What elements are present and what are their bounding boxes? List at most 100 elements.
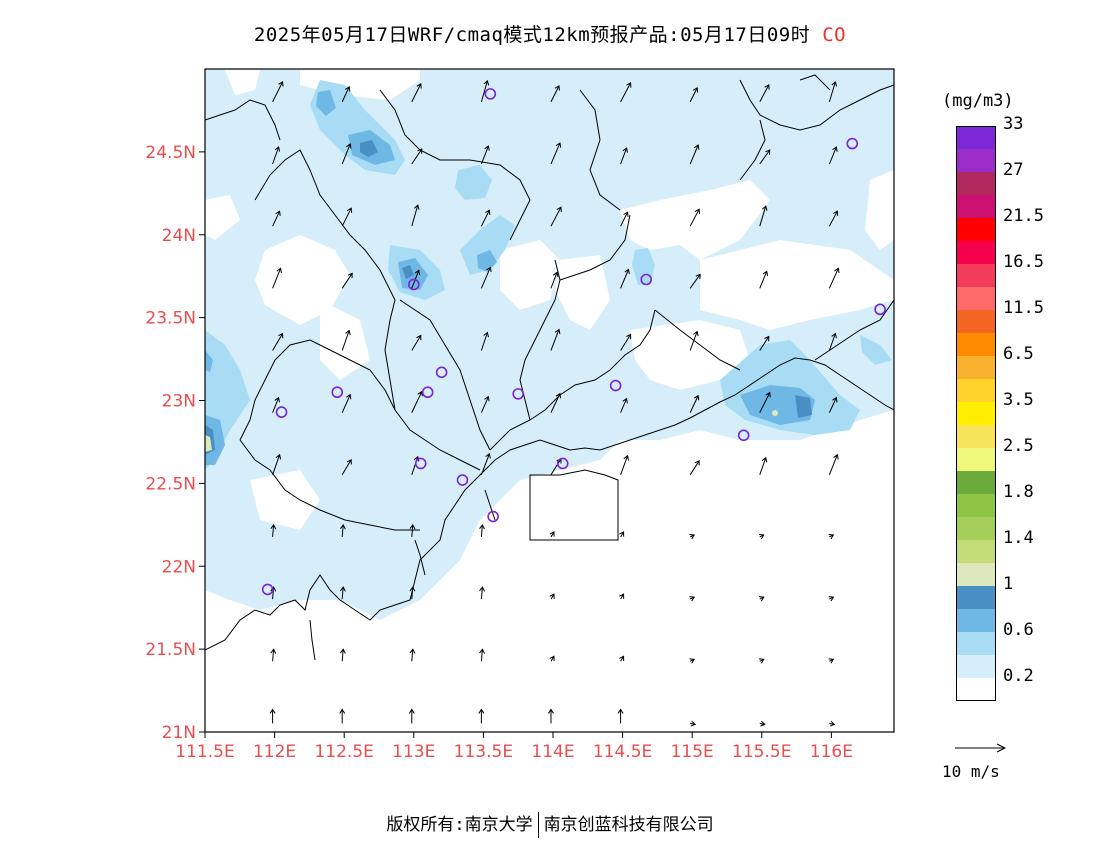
wind-arrow — [341, 458, 352, 476]
y-tick-label: 22N — [162, 557, 196, 577]
wind-arrow — [828, 267, 840, 289]
wind-arrow — [341, 393, 352, 413]
wind-arrow — [759, 534, 765, 540]
x-tick-label: 113E — [392, 742, 435, 762]
copyright-left: 版权所有:南京大学 — [386, 815, 533, 835]
wind-arrow — [759, 149, 771, 165]
color-bar-cell — [956, 356, 996, 379]
wind-arrow — [828, 453, 839, 475]
station-marker — [414, 457, 427, 470]
color-bar-cell — [956, 287, 996, 310]
station-marker — [512, 388, 524, 400]
wind-arrow — [619, 531, 625, 538]
wind-arrow — [411, 83, 422, 103]
wind-arrow — [409, 524, 416, 537]
wind-arrow — [759, 720, 766, 727]
wind-arrow — [759, 335, 770, 351]
boundaries — [205, 74, 894, 661]
wind-arrow — [620, 397, 628, 413]
wind-arrow — [619, 593, 625, 600]
wind-arrow — [341, 143, 352, 165]
color-bar-cell — [956, 218, 996, 241]
wind-arrow — [272, 332, 284, 351]
color-bar-cell — [956, 241, 996, 264]
color-bar-cell — [956, 586, 996, 609]
wind-arrow — [689, 273, 701, 289]
y-tick-label: 24N — [162, 226, 196, 246]
wind-arrow — [828, 396, 838, 413]
wind-arrow — [828, 210, 839, 227]
wind-arrow — [272, 146, 281, 165]
wind-arrow — [620, 333, 632, 351]
x-tick-label: 116E — [810, 742, 853, 762]
color-bar-label: 1.4 — [1003, 528, 1034, 548]
wind-arrow — [759, 270, 769, 289]
wind-arrow — [620, 147, 629, 165]
x-tick-label: 115E — [671, 742, 714, 762]
wind-arrow — [480, 209, 491, 227]
wind-arrow — [480, 452, 491, 475]
wind-arrow — [409, 648, 416, 662]
wind-arrow — [480, 331, 489, 351]
wind-arrow — [272, 210, 281, 227]
color-bar-cell — [956, 494, 996, 517]
color-bar-cell — [956, 563, 996, 586]
color-bar — [956, 126, 996, 701]
color-bar-label: 16.5 — [1003, 252, 1044, 272]
station-marker — [640, 273, 653, 286]
color-bar-cell — [956, 517, 996, 540]
x-tick-label: 113.5E — [454, 742, 513, 762]
station-marker — [331, 386, 344, 399]
color-bar-cell — [956, 172, 996, 195]
map-title: 2025年05月17日WRF/cmaq模式12km预报产品:05月17日09时 … — [0, 20, 1100, 47]
wind-arrow — [479, 586, 485, 600]
wind-arrow — [759, 84, 770, 103]
x-tick-label: 114E — [531, 742, 574, 762]
wind-reference-arrow — [955, 743, 1007, 753]
color-bar-cell — [956, 471, 996, 494]
color-bar-cell — [956, 425, 996, 448]
x-tick-label: 114.5E — [593, 742, 652, 762]
station-marker — [609, 379, 622, 392]
wind-arrow — [620, 82, 632, 103]
x-tick-label: 115.5E — [732, 742, 791, 762]
wind-arrow — [270, 648, 277, 662]
wind-arrow — [689, 658, 696, 664]
wind-arrow — [341, 86, 351, 103]
wind-arrow — [411, 390, 423, 413]
wind-arrow — [759, 456, 768, 475]
color-bar-cell — [956, 379, 996, 402]
color-bar-label: 21.5 — [1003, 206, 1044, 226]
station-marker — [261, 583, 274, 596]
wind-arrow — [411, 148, 423, 165]
title-text: 2025年05月17日WRF/cmaq模式12km预报产品:05月17日09时 — [253, 24, 811, 46]
wind-arrow — [689, 208, 701, 227]
wind-arrow — [689, 460, 700, 476]
wind-arrow — [550, 142, 562, 165]
station-marker — [737, 429, 750, 442]
y-tick-label: 23.5N — [145, 309, 196, 329]
color-bar-label: 3.5 — [1003, 390, 1034, 410]
wind-arrow — [480, 266, 492, 289]
wind-arrow — [689, 596, 696, 602]
wind-vectors — [269, 79, 840, 727]
wind-arrow — [550, 206, 562, 227]
wind-arrow — [272, 81, 284, 103]
wind-arrow — [341, 272, 353, 289]
color-bar-cell — [956, 540, 996, 563]
wind-arrow — [828, 80, 838, 103]
color-bar-label: 0.2 — [1003, 666, 1034, 686]
wind-arrow — [272, 453, 282, 475]
copyright-right: 南京创蓝科技有限公司 — [543, 815, 714, 835]
wind-arrow — [479, 524, 485, 537]
wind-arrow — [341, 207, 353, 227]
station-marker — [487, 510, 499, 523]
color-bar-label: 1.8 — [1003, 482, 1034, 502]
y-tick-label: 24.5N — [145, 143, 196, 163]
wind-arrow — [620, 268, 630, 289]
color-bar-cell — [956, 126, 996, 149]
color-bar-cell — [956, 333, 996, 356]
wind-arrow — [759, 658, 765, 664]
